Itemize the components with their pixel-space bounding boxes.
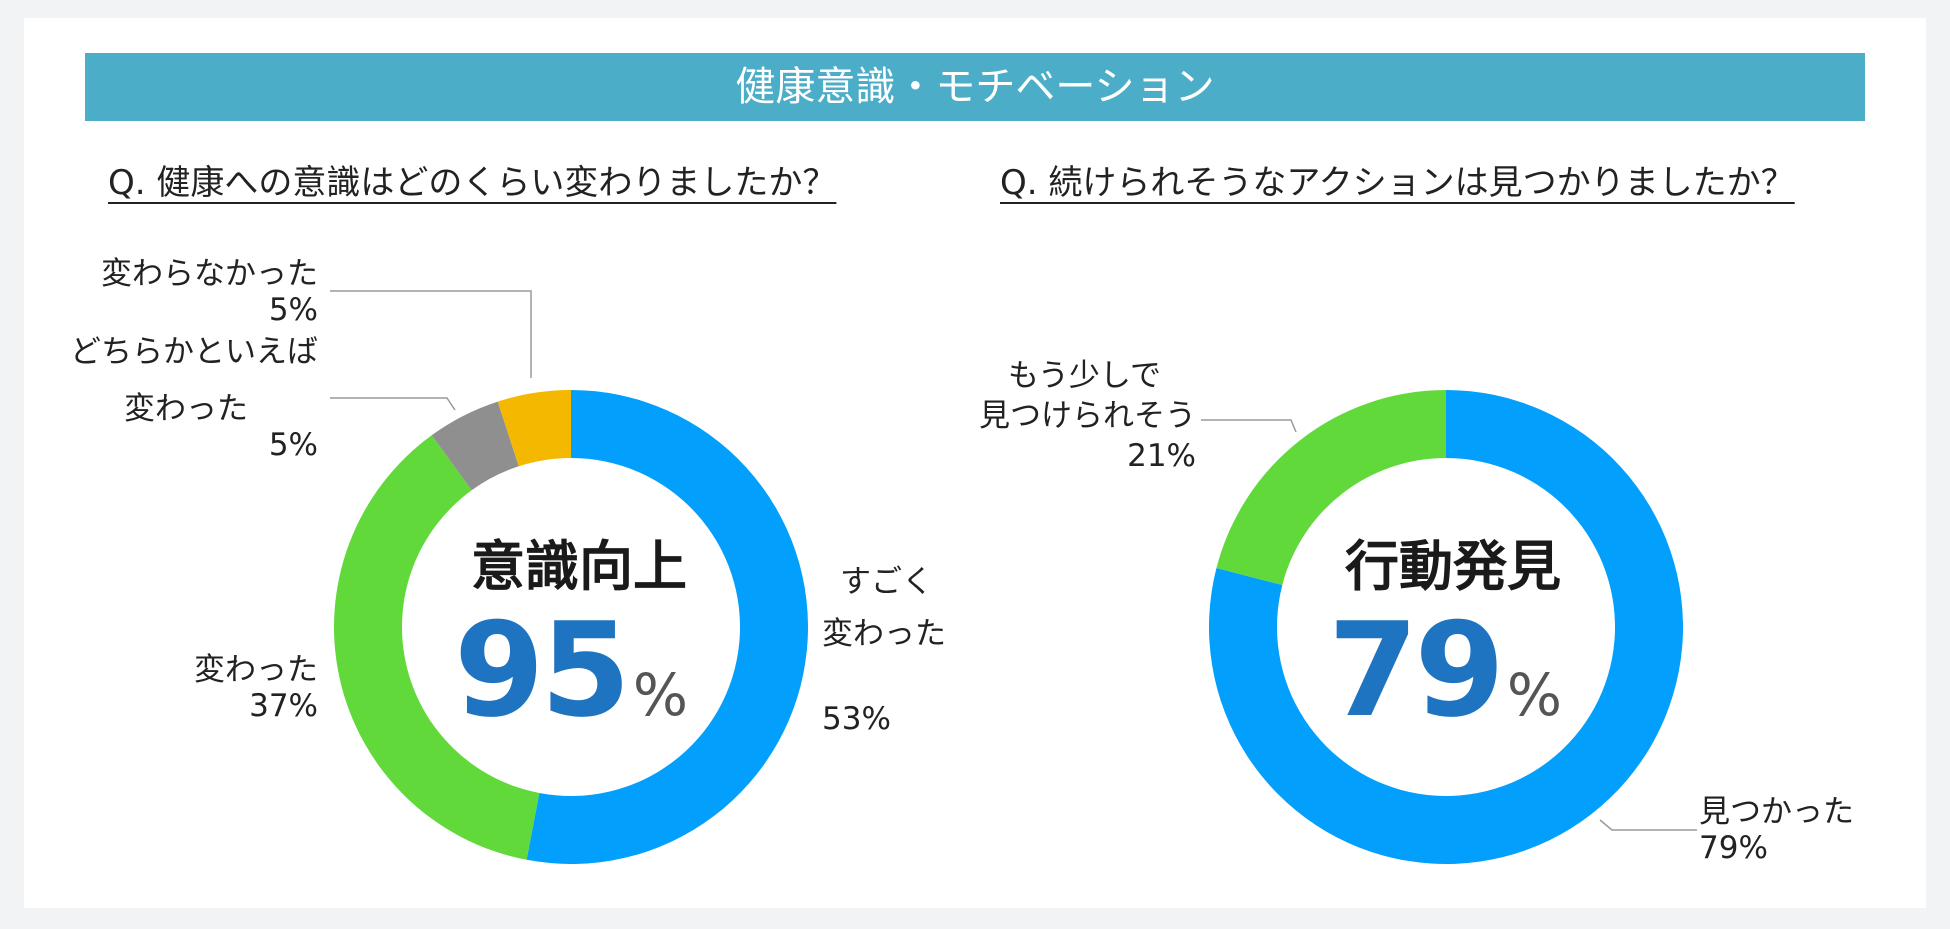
- chart-1-slice-1: [526, 389, 808, 864]
- label-sugoku: すごく 変わった: [822, 564, 946, 652]
- chart-2-slice-2: [1216, 390, 1446, 585]
- chart-1-center-title: 意識向上: [471, 535, 687, 598]
- leader-line-4: [1599, 819, 1697, 831]
- label-mitsukatta: 見つかった 79%: [1699, 794, 1854, 866]
- label-sugoku-pct: 53%: [822, 701, 891, 737]
- leader-line-1: [330, 290, 532, 378]
- label-dochira-line1: どちらかといえば: [70, 334, 318, 370]
- chart-1-center-value: 95%: [453, 594, 689, 746]
- section-banner: 健康意識・モチベーション: [85, 53, 1865, 121]
- question-1-title: Q. 健康への意識はどのくらい変わりましたか？: [108, 163, 837, 203]
- leader-line-2: [330, 397, 456, 411]
- label-mousukoshi: もう少しで 見つけられそう 21%: [979, 358, 1196, 474]
- label-kawatta: 変わった 37%: [194, 652, 318, 724]
- question-2-title: Q. 続けられそうなアクションは見つかりましたか？: [1000, 163, 1795, 203]
- label-dochira-line2: 変わった: [124, 391, 248, 427]
- chart-1-slice-4: [497, 390, 571, 467]
- label-dochira-pct: 5%: [268, 427, 318, 463]
- chart-2-center-value: 79%: [1327, 594, 1563, 746]
- leader-line-3: [1201, 419, 1297, 433]
- chart-2-center-title: 行動発見: [1345, 535, 1561, 598]
- chart-1-slice-3: [431, 401, 519, 491]
- chart-1-slice-2: [334, 435, 540, 860]
- label-kawaranakatta: 変わらなかった 5%: [101, 256, 318, 328]
